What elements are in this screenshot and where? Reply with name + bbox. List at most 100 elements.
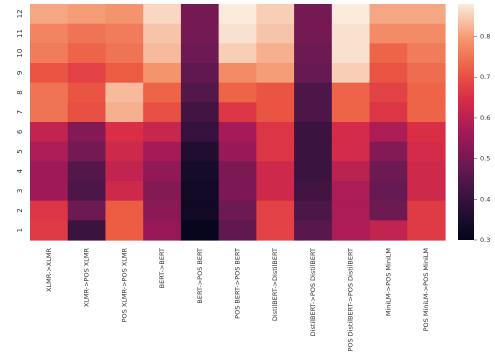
heatmap-cell — [407, 181, 446, 202]
heatmap-cell — [407, 220, 446, 241]
heatmap-cell — [67, 141, 107, 162]
heatmap-cell — [30, 181, 69, 202]
heatmap-cell — [331, 122, 371, 143]
heatmap-cell — [67, 200, 107, 221]
heatmap-cell — [407, 141, 446, 162]
heatmap-cell — [67, 102, 107, 123]
y-tick-label: 2 — [16, 208, 24, 212]
heatmap-cell — [331, 23, 371, 44]
heatmap-cell — [294, 181, 333, 202]
heatmap-cell — [294, 43, 333, 64]
x-tick-label: BERT->POS BERT — [196, 248, 204, 304]
x-tick-label: POS DistilBERT->POS DistilBERT — [347, 248, 355, 352]
heatmap-cell — [67, 82, 107, 103]
heatmap-cell — [294, 82, 333, 103]
heatmap-cell — [30, 141, 69, 162]
heatmap-cell — [407, 161, 446, 182]
heatmap-cell — [180, 141, 220, 162]
heatmap-cell — [218, 220, 257, 241]
heatmap-cell — [369, 161, 408, 182]
y-tick-label: 12 — [16, 9, 24, 18]
heatmap-cell — [30, 43, 69, 64]
heatmap-cell — [407, 43, 446, 64]
heatmap-cell — [256, 200, 295, 221]
heatmap-cell — [294, 220, 333, 241]
heatmap-cell — [143, 82, 182, 103]
heatmap-cell — [218, 181, 257, 202]
heatmap-cell — [218, 4, 257, 25]
y-tick-label: 3 — [16, 189, 24, 193]
heatmap-cell — [369, 220, 408, 241]
heatmap-cell — [331, 200, 371, 221]
y-tick-label: 1 — [16, 228, 24, 232]
x-tick-label: POS MiniLM->POS MiniLM — [422, 248, 430, 331]
heatmap-cell — [143, 122, 182, 143]
heatmap-cell — [30, 63, 69, 84]
heatmap-cell — [218, 200, 257, 221]
y-tick-label: 7 — [16, 110, 24, 114]
heatmap-cell — [331, 220, 371, 241]
colorbar-tick-label: 0.6 — [480, 114, 490, 122]
heatmap-cell — [331, 82, 371, 103]
heatmap-cell — [105, 23, 144, 44]
heatmap-cell — [105, 4, 144, 25]
heatmap-cell — [30, 200, 69, 221]
x-tick-label: BERT->BERT — [158, 248, 166, 288]
heatmap-cell — [294, 122, 333, 143]
heatmap-cell — [180, 63, 220, 84]
heatmap-cell — [294, 102, 333, 123]
heatmap-cell — [30, 220, 69, 241]
heatmap-cell — [369, 141, 408, 162]
y-tick-label: 4 — [16, 168, 24, 173]
heatmap-cell — [105, 200, 144, 221]
x-tick-label: POS XLMR->POS XLMR — [120, 248, 128, 323]
colorbar-tick-label: 0.8 — [480, 33, 490, 41]
heatmap-cell — [218, 102, 257, 123]
colorbar-tick-label: 0.4 — [480, 195, 490, 203]
heatmap-cell — [218, 122, 257, 143]
heatmap-cell — [180, 102, 220, 123]
colorbar-tick-label: 0.3 — [480, 236, 490, 244]
heatmap-cell — [180, 4, 220, 25]
heatmap-cell — [218, 23, 257, 44]
heatmap-cell — [331, 102, 371, 123]
heatmap-cell — [143, 200, 182, 221]
heatmap-cell — [294, 161, 333, 182]
heatmap-cell — [369, 63, 408, 84]
heatmap-cell — [180, 161, 220, 182]
y-tick-label: 11 — [16, 29, 24, 38]
x-tick-label: DistilBERT->DistilBERT — [271, 248, 279, 321]
heatmap-cell — [331, 43, 371, 64]
heatmap-cell — [369, 23, 408, 44]
heatmap-cell — [30, 122, 69, 143]
heatmap-cell — [105, 102, 144, 123]
heatmap-cell — [180, 43, 220, 64]
heatmap-cell — [407, 82, 446, 103]
heatmap-cell — [105, 181, 144, 202]
heatmap-cell — [256, 161, 295, 182]
heatmap-cell — [294, 141, 333, 162]
heatmap-cell — [143, 181, 182, 202]
heatmap-cell — [256, 63, 295, 84]
heatmap-cell — [67, 122, 107, 143]
heatmap-cell — [256, 181, 295, 202]
heatmap-cell — [369, 122, 408, 143]
heatmap-cell — [369, 43, 408, 64]
colorbar — [458, 4, 474, 240]
heatmap-cell — [143, 220, 182, 241]
y-tick-label: 6 — [16, 129, 24, 134]
heatmap-cell — [294, 200, 333, 221]
heatmap-cell — [30, 161, 69, 182]
heatmap-cell — [105, 43, 144, 64]
heatmap-cell — [180, 23, 220, 44]
heatmap-cell — [180, 82, 220, 103]
heatmap-cell — [180, 122, 220, 143]
x-tick-labels: XLMR->XLMR XLMR->POS XLMR POS XLMR->POS XL… — [45, 248, 430, 352]
heatmap-cell — [369, 102, 408, 123]
heatmap-cell — [180, 200, 220, 221]
heatmap-cell — [331, 161, 371, 182]
heatmap-cell — [105, 122, 144, 143]
heatmap-cell — [30, 4, 69, 25]
y-tick-label: 5 — [16, 149, 24, 153]
